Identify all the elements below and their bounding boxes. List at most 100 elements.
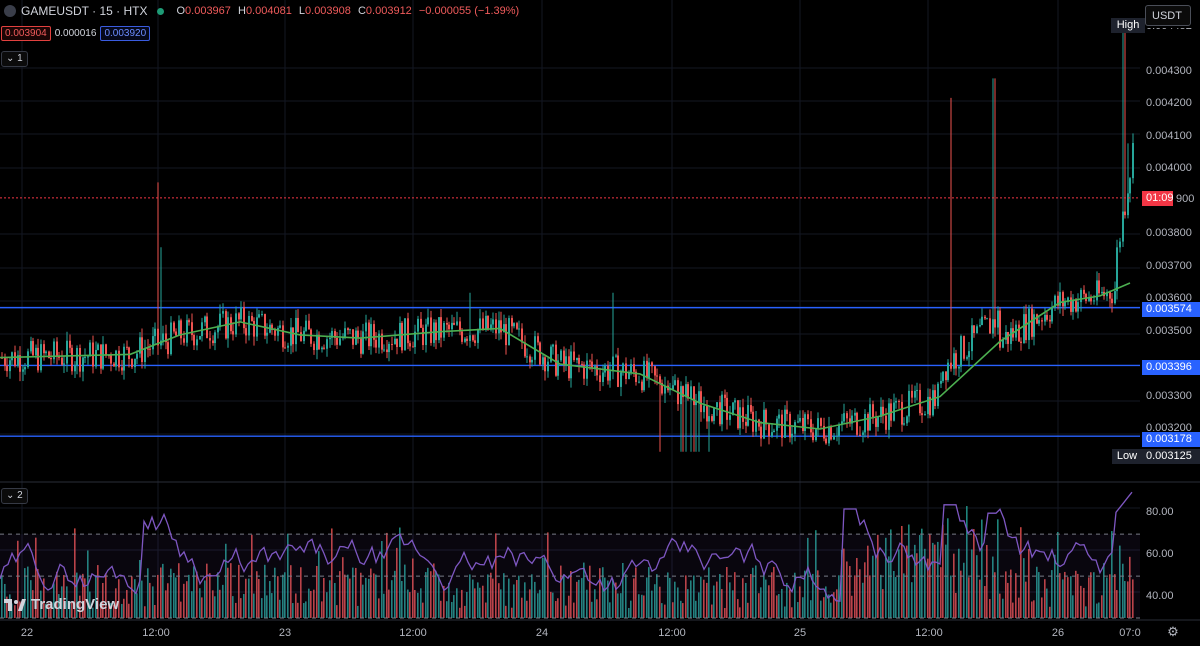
candle-body	[245, 328, 247, 336]
volume-bar	[604, 577, 606, 618]
buy-button[interactable]: 0.003920	[100, 26, 151, 41]
candle-body	[56, 341, 58, 357]
candle-body	[1020, 341, 1022, 344]
volume-bar	[323, 577, 325, 618]
candle-body	[836, 435, 838, 437]
candle-body	[323, 347, 325, 349]
volume-bar	[955, 592, 957, 618]
volume-bar	[895, 577, 897, 618]
volume-bar	[859, 569, 861, 618]
pane1-collapse-button[interactable]: ⌄ 1	[1, 51, 28, 67]
currency-selector-label: USDT	[1152, 10, 1182, 22]
sell-button[interactable]: 0.003904	[1, 26, 51, 41]
pane2-collapse-button[interactable]: ⌄ 2	[1, 488, 28, 504]
volume-bar	[570, 570, 572, 618]
candle-body	[1129, 178, 1131, 194]
candle-body	[843, 413, 845, 422]
candle-body	[227, 317, 229, 339]
candle-body	[178, 320, 180, 336]
candle-body	[713, 407, 715, 421]
volume-bar	[700, 576, 702, 618]
candle-body	[732, 402, 734, 416]
candle-body	[199, 336, 201, 340]
candle-body	[196, 339, 198, 346]
tradingview-logo[interactable]: TradingView	[4, 596, 119, 613]
candle-body	[274, 330, 276, 336]
volume-bar	[191, 591, 193, 618]
volume-bar	[534, 581, 536, 618]
volume-bar	[511, 607, 513, 618]
candle-body	[461, 331, 463, 342]
volume-bar	[118, 579, 120, 618]
currency-selector[interactable]: USDT	[1145, 5, 1191, 26]
candle-body	[953, 353, 955, 369]
volume-bar	[264, 564, 266, 618]
volume-bar	[555, 601, 557, 618]
candle-body	[628, 372, 630, 379]
volume-bar	[167, 583, 169, 618]
volume-bar	[318, 551, 320, 618]
volume-bar	[768, 585, 770, 618]
time-tick-label: 12:00	[142, 627, 170, 639]
time-tick-label: 12:00	[915, 627, 943, 639]
volume-bar	[217, 572, 219, 618]
volume-bar	[282, 574, 284, 618]
volume-bar	[999, 593, 1001, 618]
volume-bar	[136, 593, 138, 618]
candle-body	[794, 422, 796, 434]
candle-body	[394, 338, 396, 344]
candle-body	[173, 322, 175, 332]
candle-body	[14, 352, 16, 366]
symbol-title[interactable]: GAMEUSDT · 15 · HTX	[21, 4, 148, 18]
volume-bar	[290, 565, 292, 618]
volume-bar	[1122, 563, 1124, 618]
candle-body	[901, 401, 903, 425]
candle-body	[638, 381, 640, 383]
volume-bar	[469, 574, 471, 618]
candle-body	[17, 355, 19, 366]
volume-bar	[292, 603, 294, 618]
time-tick-label: 07:0	[1119, 627, 1141, 639]
candle-body	[97, 344, 99, 351]
candle-body	[37, 347, 39, 371]
volume-bar	[1062, 579, 1064, 618]
candle-body	[344, 328, 346, 338]
candle-body	[612, 356, 614, 372]
candle-body	[669, 389, 671, 391]
candle-body	[734, 400, 736, 403]
volume-bar	[763, 574, 765, 618]
level-3-label[interactable]: 0.003178	[1142, 432, 1200, 447]
candle-body	[118, 350, 120, 368]
volume-bar	[622, 563, 624, 618]
volume-bar	[802, 597, 804, 618]
volume-bar	[882, 589, 884, 618]
volume-bar	[386, 532, 388, 618]
volume-bar	[708, 567, 710, 618]
volume-bar	[6, 596, 8, 618]
candle-body	[846, 413, 848, 419]
volume-bar	[362, 584, 364, 618]
candle-body	[474, 340, 476, 343]
volume-bar	[1059, 573, 1061, 618]
volume-bar	[344, 574, 346, 618]
gear-icon[interactable]: ⚙	[1167, 624, 1179, 639]
candle-body	[924, 414, 926, 416]
volume-bar	[355, 567, 357, 618]
candle-body	[193, 334, 195, 346]
volume-bar	[942, 524, 944, 618]
volume-bar	[1015, 573, 1017, 618]
volume-bar	[854, 575, 856, 618]
level-1-label[interactable]: 0.003574	[1142, 302, 1200, 317]
candle-body	[724, 394, 726, 398]
volume-bar	[448, 582, 450, 618]
candle-body	[737, 400, 739, 429]
candle-body	[1124, 211, 1126, 216]
level-2-label[interactable]: 0.003396	[1142, 360, 1200, 375]
candle-body	[830, 426, 832, 440]
candle-body	[942, 371, 944, 381]
candle-body	[258, 314, 260, 318]
volume-bar	[1098, 602, 1100, 618]
volume-bar	[537, 593, 539, 618]
volume-bar	[651, 590, 653, 618]
